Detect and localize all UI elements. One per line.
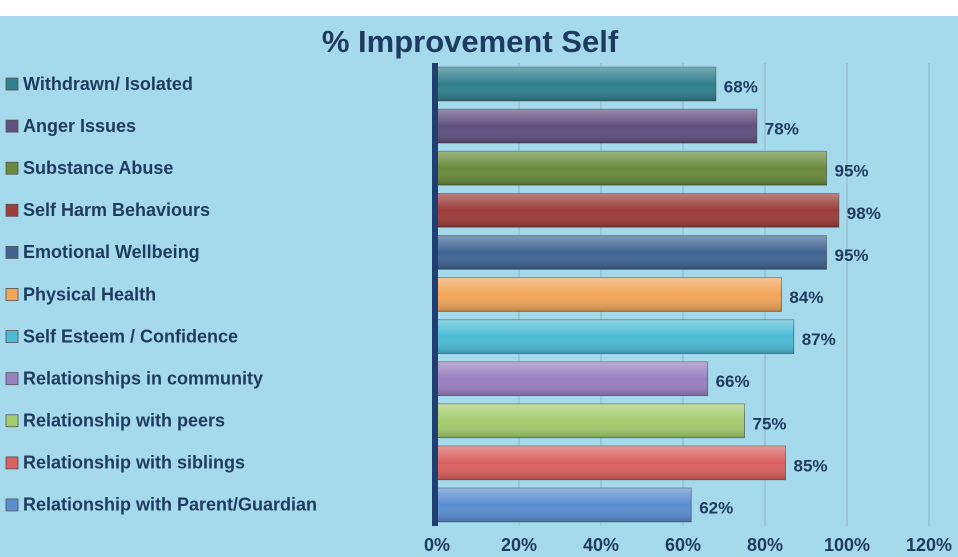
legend-swatch [5,77,19,91]
legend-swatch [5,161,19,175]
x-tick-label: 120% [906,535,952,555]
value-label: 68% [724,78,758,97]
y-axis-line [432,63,438,526]
legend-swatch [5,498,19,512]
category-label: Emotional Wellbeing [23,242,200,262]
value-label: 62% [699,498,733,517]
legend-swatch [5,119,19,133]
legend-swatch [5,414,19,428]
chart-title: % Improvement Self [322,24,619,59]
category-label: Relationship with Parent/Guardian [23,495,317,515]
value-label: 85% [794,456,828,475]
x-tick-label: 80% [747,535,783,555]
value-label: 66% [716,372,750,391]
legend-swatch [5,288,19,301]
value-label: 84% [789,288,823,307]
x-tick-label: 40% [583,535,619,555]
category-label: Self Esteem / Confidence [23,326,238,346]
x-tick-label: 60% [665,535,701,555]
value-label: 98% [847,204,881,223]
category-label: Relationship with siblings [23,453,245,473]
value-label: 95% [835,246,869,265]
bar-shade [437,235,827,270]
category-label: Anger Issues [23,116,136,136]
bar-shade [437,361,708,396]
value-label: 75% [753,414,787,433]
bar-shade [437,403,745,438]
category-label: Self Harm Behaviours [23,200,210,220]
category-label: Withdrawn/ Isolated [23,74,193,94]
legend-swatch [5,456,19,470]
value-label: 87% [802,330,836,349]
category-label: Relationship with peers [23,411,225,431]
x-tick-label: 100% [824,535,870,555]
bar-shade [437,151,827,186]
bar-shade [437,193,839,228]
category-label: Relationships in community [23,368,263,388]
legend-swatch [5,372,19,386]
x-tick-label: 20% [501,535,537,555]
bar-shade [437,319,794,354]
bar-shade [437,446,786,480]
bar-shade [437,67,716,101]
legend-swatch [5,330,19,343]
category-label: Physical Health [23,284,156,304]
category-label: Substance Abuse [23,158,173,178]
legend-swatch [5,203,19,217]
value-label: 95% [835,162,869,181]
legend-swatch [5,246,19,259]
bar-shade [437,277,782,312]
x-tick-label: 0% [424,535,450,555]
bar-shade [437,488,692,522]
bar-shade [437,109,757,143]
value-label: 78% [765,120,799,139]
